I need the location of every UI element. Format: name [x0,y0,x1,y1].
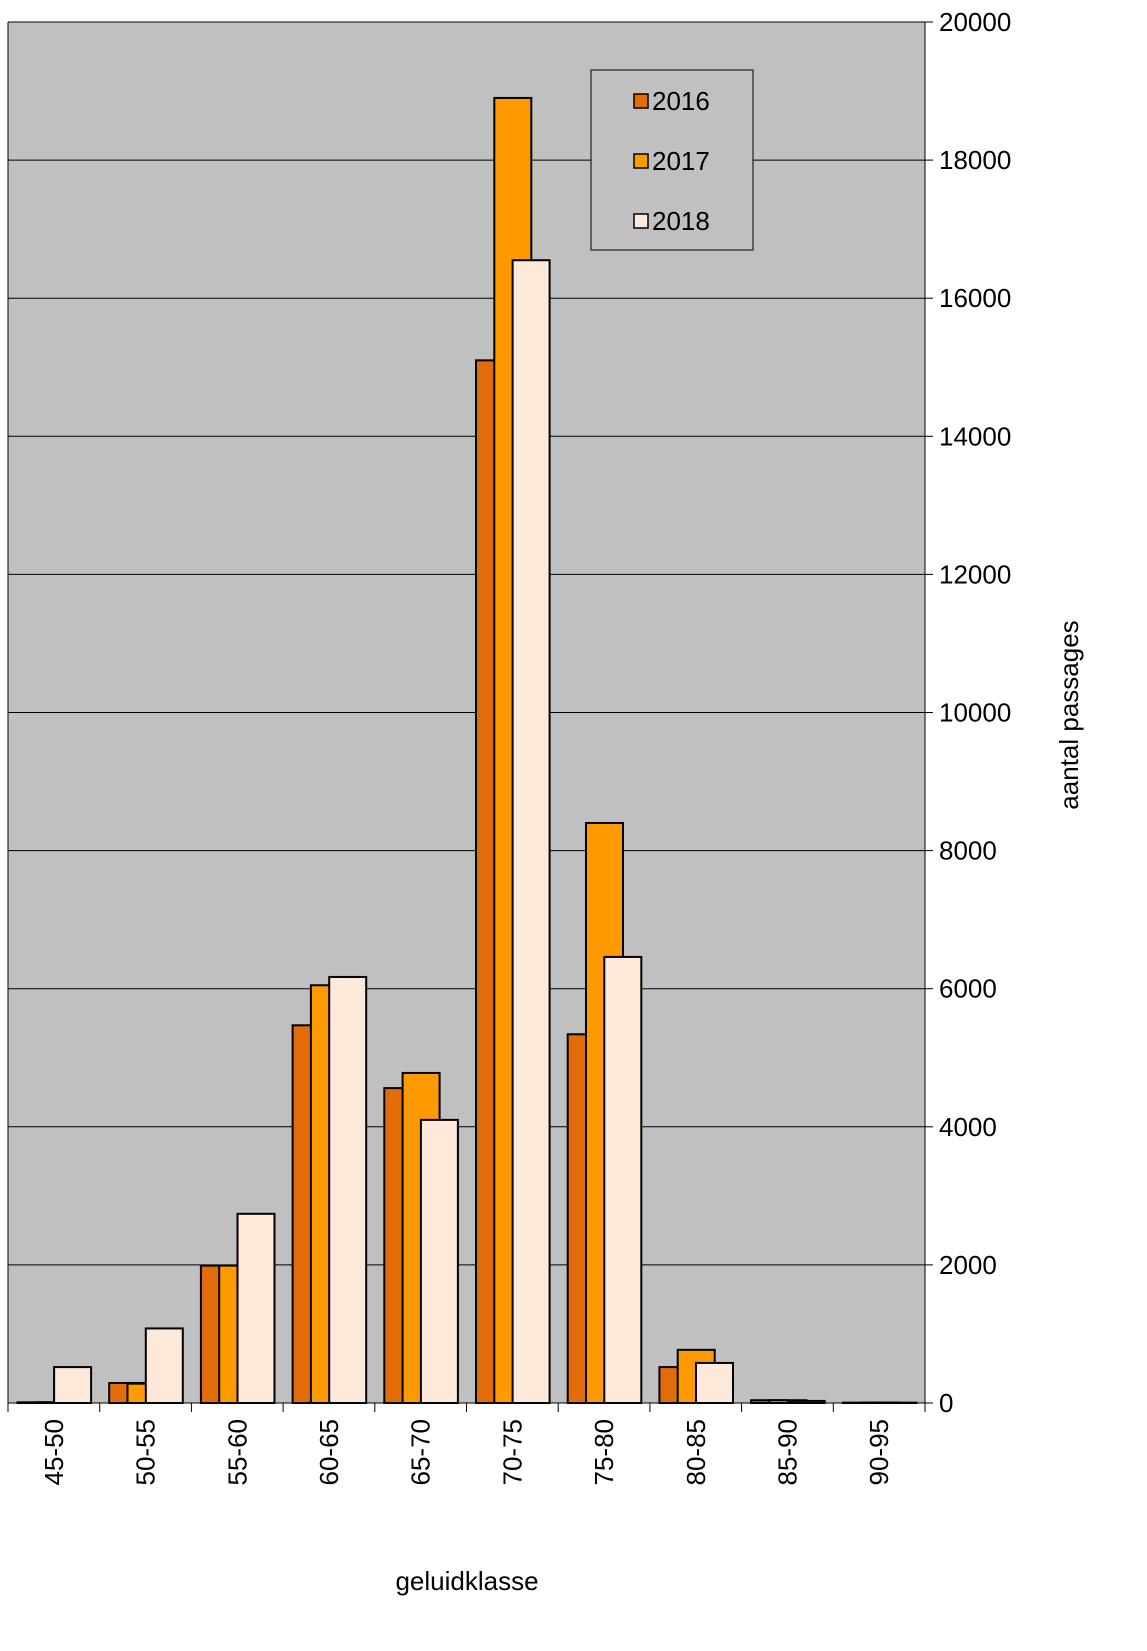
legend-label: 2017 [652,146,710,176]
bar [513,260,550,1403]
x-tick-label: 60-65 [314,1419,344,1486]
bar [421,1120,458,1403]
legend-swatch [634,154,648,168]
y-tick-label: 8000 [939,836,997,866]
y-tick-label: 12000 [939,559,1011,589]
x-axis-title: geluidklasse [395,1566,538,1596]
y-tick-label: 0 [939,1388,953,1418]
bar [146,1328,183,1403]
bar [788,1401,825,1403]
y-tick-label: 18000 [939,145,1011,175]
x-tick-label: 90-95 [864,1419,894,1486]
x-tick-label: 65-70 [406,1419,436,1486]
bar [238,1214,275,1403]
y-tick-label: 14000 [939,421,1011,451]
y-tick-label: 4000 [939,1112,997,1142]
y-tick-label: 2000 [939,1250,997,1280]
y-tick-label: 16000 [939,283,1011,313]
x-tick-label: 45-50 [39,1419,69,1486]
legend-swatch [634,94,648,108]
x-tick-label: 85-90 [772,1419,802,1486]
x-tick-label: 55-60 [222,1419,252,1486]
bar [696,1363,733,1403]
x-tick-label: 50-55 [131,1419,161,1486]
y-tick-label: 10000 [939,698,1011,728]
bar [54,1367,91,1403]
x-tick-label: 80-85 [681,1419,711,1486]
y-axis-title: aantal passages [1054,620,1084,809]
x-tick-label: 75-80 [589,1419,619,1486]
legend-label: 2018 [652,206,710,236]
legend-swatch [634,214,648,228]
y-tick-label: 6000 [939,974,997,1004]
x-tick-label: 70-75 [497,1419,527,1486]
legend-label: 2016 [652,86,710,116]
bar [604,957,641,1403]
bar [329,977,366,1403]
y-tick-label: 20000 [939,7,1011,37]
